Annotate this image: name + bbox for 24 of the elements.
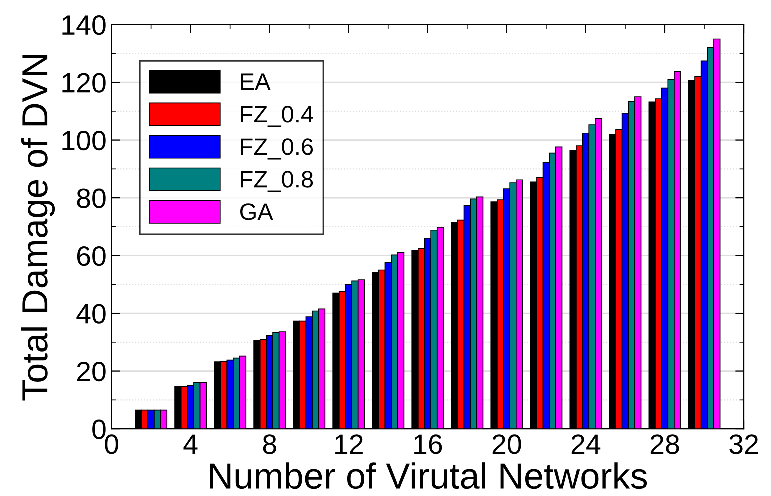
legend-label: FZ_0.8 [241,171,314,192]
x-tick-label: 4 [184,434,198,454]
legend-label: GA [240,204,274,220]
y-tick-label: 120 [62,73,106,93]
x-tick-label: 8 [263,434,276,454]
x-axis-title: Number of Virutal Networks [210,462,648,490]
y-tick-label: 80 [77,188,106,208]
y-tick-label: 100 [62,130,106,151]
legend-label: EA [241,74,271,90]
x-tick-label: 24 [572,434,601,454]
x-tick-label: 16 [414,434,442,454]
y-tick-label: 60 [77,246,106,266]
x-tick-label: 12 [336,434,363,454]
x-tick-label: 20 [492,434,522,454]
y-tick-label: 0 [92,420,106,440]
x-tick-label: 32 [730,434,758,454]
x-tick-label: 0 [105,434,118,454]
y-tick-label: 20 [77,362,106,382]
legend-label: FZ_0.4 [241,106,314,128]
x-tick-label: 28 [650,434,680,454]
legend-label: FZ_0.6 [241,138,314,160]
y-axis-title: Total Damage of DVN [21,55,56,401]
y-tick-label: 40 [76,304,106,324]
y-tick-label: 140 [62,15,106,36]
